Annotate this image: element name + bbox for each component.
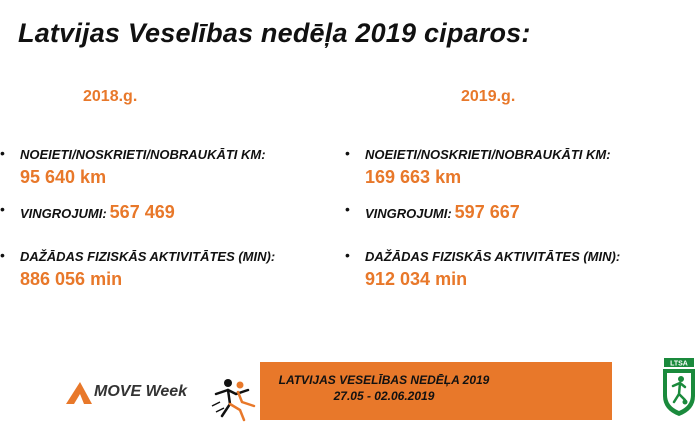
banner-dates: 27.05 - 02.06.2019 [333,389,435,403]
km-label: NOEIETI/NOSKRIETI/NOBRAUKĀTI KM: [365,147,611,162]
bullet: • [0,247,5,263]
stat-activities: • DAŽĀDAS FIZISKĀS AKTIVITĀTES (MIN): 88… [0,247,330,290]
column-2018: • NOEIETI/NOSKRIETI/NOBRAUKĀTI KM: 95 64… [0,145,330,290]
bullet: • [345,247,350,263]
bullet: • [0,201,5,217]
stat-activities: • DAŽĀDAS FIZISKĀS AKTIVITĀTES (MIN): 91… [345,247,675,290]
exercises-label: VINGROJUMI: [20,206,107,221]
stat-km: • NOEIETI/NOSKRIETI/NOBRAUKĀTI KM: 95 64… [0,145,330,202]
event-banner [260,362,612,420]
bullet: • [345,145,350,161]
page-title: Latvijas Veselības nedēļa 2019 ciparos: [18,18,531,48]
column-2019: • NOEIETI/NOSKRIETI/NOBRAUKĀTI KM: 169 6… [345,145,675,290]
exercises-label: VINGROJUMI: [365,206,452,221]
year-2018: 2018.g. [83,88,138,105]
banner-text: LATVIJAS VESELĪBAS NEDĒĻA 2019 27.05 - 0… [264,372,504,404]
stat-exercises: • VINGROJUMI: 567 469 [0,201,330,248]
move-week-triangle-icon [66,382,92,404]
activities-label: DAŽĀDAS FIZISKĀS AKTIVITĀTES (MIN): [20,249,276,264]
activities-value: 912 034 min [365,269,468,289]
activities-value: 886 056 min [20,269,123,289]
km-label: NOEIETI/NOSKRIETI/NOBRAUKĀTI KM: [20,147,266,162]
stat-exercises: • VINGROJUMI: 597 667 [345,201,675,248]
exercises-value: 597 667 [454,202,520,222]
year-2019: 2019.g. [461,88,516,105]
move-week-logo-text: MOVE Week [94,383,188,400]
running-figure-icon [211,379,256,422]
km-value: 169 663 km [365,167,462,187]
km-value: 95 640 km [20,167,107,187]
svg-text:LTSA: LTSA [670,361,688,368]
activities-label: DAŽĀDAS FIZISKĀS AKTIVITĀTES (MIN): [365,249,621,264]
bullet: • [0,145,5,161]
exercises-value: 567 469 [109,202,175,222]
bullet: • [345,201,350,217]
stat-km: • NOEIETI/NOSKRIETI/NOBRAUKĀTI KM: 169 6… [345,145,675,202]
ltsa-emblem-icon: LTSA [663,358,695,416]
banner-title: LATVIJAS VESELĪBAS NEDĒĻA 2019 [278,373,490,387]
